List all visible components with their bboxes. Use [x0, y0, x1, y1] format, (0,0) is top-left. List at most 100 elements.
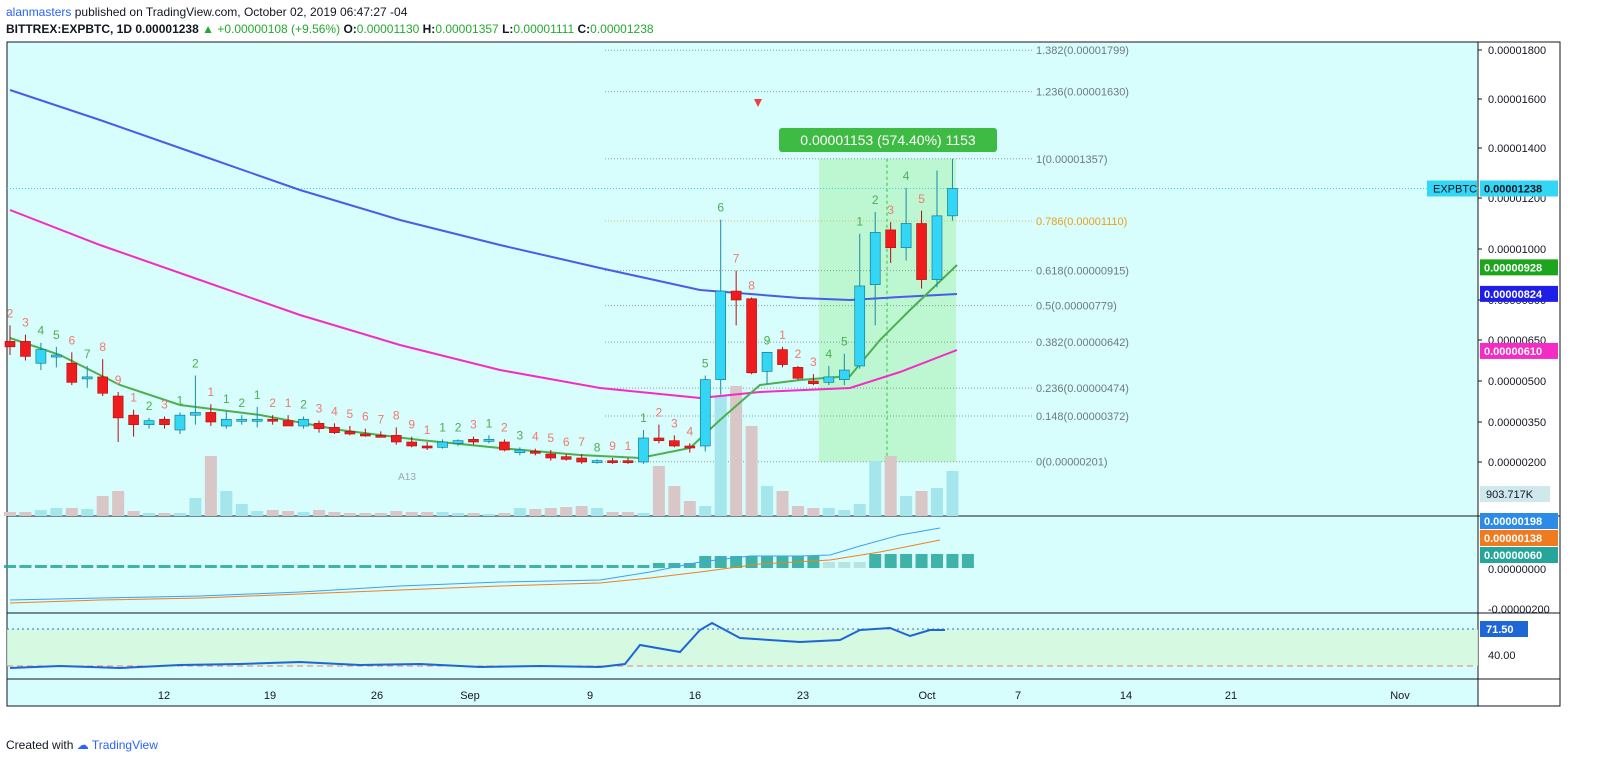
sequential-count: 9	[115, 373, 122, 387]
sequential-count: 4	[331, 404, 338, 418]
volume-bar	[761, 486, 774, 516]
volume-bar	[714, 396, 727, 516]
candle	[514, 449, 526, 453]
candle	[20, 341, 31, 357]
macd-value-label: 0.00000198	[1484, 516, 1542, 528]
macd-histogram-bar	[297, 565, 310, 568]
sequential-count: 2	[192, 357, 199, 371]
sequential-count: 4	[686, 424, 693, 438]
volume-bar	[591, 508, 604, 516]
a13-label: A13	[398, 472, 416, 483]
macd-histogram-bar	[81, 565, 94, 568]
sequential-count: 1	[130, 391, 137, 405]
fib-label: 1(0.00001357)	[1036, 154, 1108, 166]
volume-bar	[683, 501, 696, 516]
candle	[174, 414, 186, 431]
macd-histogram-bar	[900, 554, 913, 568]
price-label: 0.00000824	[1484, 289, 1543, 301]
sequential-count: 7	[578, 435, 585, 449]
rsi-band	[7, 629, 1478, 666]
candle	[298, 418, 309, 427]
macd-histogram-bar	[96, 565, 109, 568]
candle	[808, 380, 819, 385]
open-label: O:	[343, 22, 357, 36]
macd-value-label-bg	[1480, 547, 1558, 563]
volume-bar	[81, 509, 94, 516]
publisher-link[interactable]: alanmasters	[6, 5, 72, 19]
price-label-bg	[1480, 259, 1558, 276]
sequential-count: 5	[53, 328, 60, 342]
sequential-count: 3	[161, 398, 168, 412]
macd-histogram-bar	[529, 565, 542, 568]
volume-bar	[652, 466, 665, 516]
volume-bar	[946, 471, 959, 516]
candle	[375, 435, 387, 438]
tradingview-logo-icon[interactable]: ☁	[76, 738, 89, 752]
macd-histogram-bar	[637, 565, 650, 568]
volume-bar	[513, 508, 526, 516]
sequential-count: 1	[856, 215, 863, 229]
volume-bar	[96, 496, 109, 516]
candle	[699, 379, 711, 447]
volume-bar	[575, 506, 588, 516]
open-value: 0.00001130	[356, 22, 420, 36]
sequential-count: 4	[38, 324, 45, 338]
sequential-count: 4	[532, 430, 539, 444]
candle	[282, 420, 294, 427]
candle	[468, 439, 479, 443]
rsi-tick-label: 40.00	[1488, 650, 1516, 662]
candle	[128, 414, 139, 425]
sequential-count: 3	[316, 402, 323, 416]
candle	[143, 420, 155, 425]
price-tick-label: 0.00001600	[1488, 94, 1546, 106]
volume-bar	[173, 513, 186, 516]
macd-histogram-bar	[421, 565, 434, 568]
time-tick-label: 9	[587, 690, 593, 702]
sequential-count: 9	[764, 333, 771, 347]
price-tick-label: 0.00001000	[1488, 244, 1546, 256]
candle	[638, 437, 649, 463]
sequential-count: 8	[99, 340, 106, 354]
candle	[483, 439, 495, 442]
candle	[313, 423, 325, 429]
macd-histogram-bar	[776, 556, 789, 568]
candle	[4, 341, 16, 348]
volume-bar	[112, 491, 125, 516]
candle	[97, 376, 108, 394]
candle	[360, 433, 371, 437]
sequential-count: 9	[408, 418, 415, 432]
macd-histogram-bar	[359, 565, 372, 568]
chart-header: alanmasters published on TradingView.com…	[6, 4, 1606, 38]
macd-histogram-bar	[961, 554, 974, 568]
macd-histogram-bar	[189, 565, 202, 568]
sequential-count: 2	[501, 420, 508, 434]
sequential-count: 5	[347, 407, 354, 421]
volume-bar	[158, 513, 171, 516]
volume-bar	[297, 512, 310, 516]
macd-histogram-bar	[730, 556, 743, 568]
sequential-count: 3	[517, 428, 524, 442]
sequential-count: 5	[702, 357, 709, 371]
tradingview-link[interactable]: TradingView	[91, 738, 158, 752]
sequential-count: 6	[362, 410, 369, 424]
time-tick-label: 12	[158, 690, 170, 702]
candle	[329, 427, 340, 433]
volume-bar	[390, 511, 403, 516]
symbol-label: BITTREX:EXPBTC, 1D	[6, 22, 133, 36]
fib-retracement[interactable]: 1.382(0.00001799) 1.236(0.00001630) 1(0.00…	[7, 45, 1478, 469]
volume-bar	[482, 514, 495, 516]
candle	[746, 298, 757, 374]
price-label-bg	[1480, 285, 1558, 302]
chart-frame	[6, 41, 1561, 707]
macd-histogram-bar	[807, 556, 820, 568]
created-with-text: Created with	[6, 738, 74, 752]
macd-histogram-bar	[745, 556, 758, 568]
sequential-count: 1	[625, 439, 632, 453]
macd-value-label: 0.00000060	[1484, 550, 1542, 562]
sequential-count: 2	[300, 398, 307, 412]
volume-bar	[282, 511, 295, 516]
candle	[267, 418, 278, 422]
sequential-count: 1	[424, 423, 431, 437]
candle	[499, 441, 510, 451]
